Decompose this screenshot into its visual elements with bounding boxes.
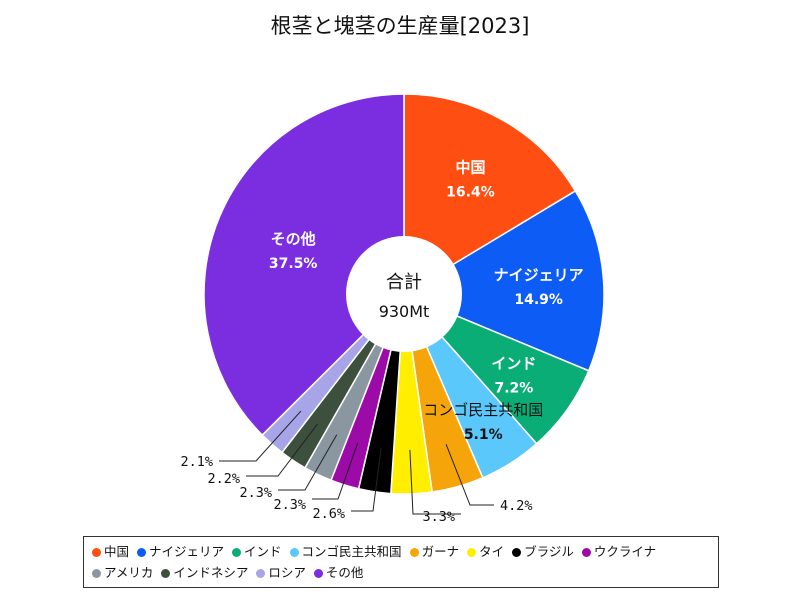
slice-value-label-12: 37.5% (269, 256, 318, 272)
leader-line-10 (246, 423, 319, 477)
slice-value-label-4: 5.1% (464, 427, 503, 443)
legend-swatch-6 (467, 547, 477, 557)
slice-value-label-2: 14.9% (514, 292, 563, 308)
legend-label-1: 中国 (104, 544, 130, 559)
legend-label-8: ウクライナ (593, 544, 657, 559)
legend-label-7: ブラジル (524, 544, 574, 559)
legend-swatch-3 (232, 547, 242, 557)
leader-line-7 (351, 448, 382, 512)
slice-value-label-7: 2.6% (312, 506, 345, 522)
legend-item-8: ウクライナ (581, 541, 657, 562)
slice-value-label-1: 16.4% (446, 184, 495, 200)
legend-item-12: その他 (313, 562, 364, 583)
legend-item-9: アメリカ (92, 562, 153, 583)
legend-label-12: その他 (325, 565, 364, 580)
legend-item-2: ナイジェリア (137, 541, 224, 562)
legend: 中国 ナイジェリア インド コンゴ民主共和国 ガーナ タイ ブラジル ウクライナアメリカ インド… (83, 536, 719, 588)
chart-title: 根茎と塊茎の生産量[2023] (270, 14, 530, 38)
legend-swatch-2 (137, 547, 147, 557)
slice-name-label-3: インド (491, 354, 536, 372)
leader-line-8 (312, 442, 359, 500)
legend-swatch-1 (92, 547, 101, 557)
legend-swatch-8 (581, 547, 591, 557)
legend-label-2: ナイジェリア (149, 544, 225, 559)
legend-label-11: ロシア (268, 565, 306, 580)
legend-label-3: インド (244, 544, 282, 559)
legend-item-3: インド (232, 541, 282, 562)
slice-value-label-9: 2.3% (239, 485, 272, 501)
legend-swatch-7 (512, 547, 522, 557)
legend-item-10: インドネシア (161, 562, 248, 583)
legend-swatch-10 (161, 568, 171, 578)
leader-line-11 (219, 410, 302, 462)
leader-line-9 (278, 434, 338, 491)
legend-item-7: ブラジル (512, 541, 574, 562)
slice-value-label-10: 2.2% (207, 471, 240, 487)
legend-swatch-9 (92, 568, 101, 578)
legend-label-9: アメリカ (104, 565, 154, 580)
center-hole (346, 236, 462, 352)
legend-item-5: ガーナ (409, 541, 460, 562)
legend-swatch-11 (256, 568, 266, 578)
legend-item-6: タイ (467, 541, 504, 562)
legend-item-4: コンゴ民主共和国 (289, 541, 402, 562)
legend-label-6: タイ (479, 544, 505, 559)
center-label: 合計 (386, 272, 422, 293)
slice-name-label-12: その他 (271, 230, 316, 248)
slice-value-label-11: 2.1% (180, 454, 213, 470)
pie-slice-2 (402, 189, 605, 372)
pie-slice-1 (403, 93, 577, 296)
slice-name-label-2: ナイジェリア (494, 266, 584, 284)
slice-name-label-4: コンゴ民主共和国 (423, 401, 543, 419)
legend-label-4: コンゴ民主共和国 (301, 544, 402, 559)
center-value: 930Mt (379, 302, 430, 321)
pie-slice-12 (203, 93, 405, 437)
slice-name-label-1: 中国 (455, 158, 485, 176)
legend-swatch-5 (409, 547, 419, 557)
legend-label-10: インドネシア (173, 565, 249, 580)
slice-value-label-3: 7.2% (494, 380, 533, 396)
legend-swatch-4 (289, 547, 299, 557)
legend-item-11: ロシア (256, 562, 306, 583)
slice-value-label-5: 4.2% (500, 498, 533, 514)
slice-value-label-8: 2.3% (273, 497, 306, 513)
leader-line-5 (445, 444, 494, 506)
legend-label-5: ガーナ (421, 544, 460, 559)
slice-value-label-6: 3.3% (422, 509, 455, 525)
leader-line-6 (409, 449, 461, 515)
legend-item-1: 中国 (92, 541, 129, 562)
legend-swatch-12 (313, 568, 323, 578)
